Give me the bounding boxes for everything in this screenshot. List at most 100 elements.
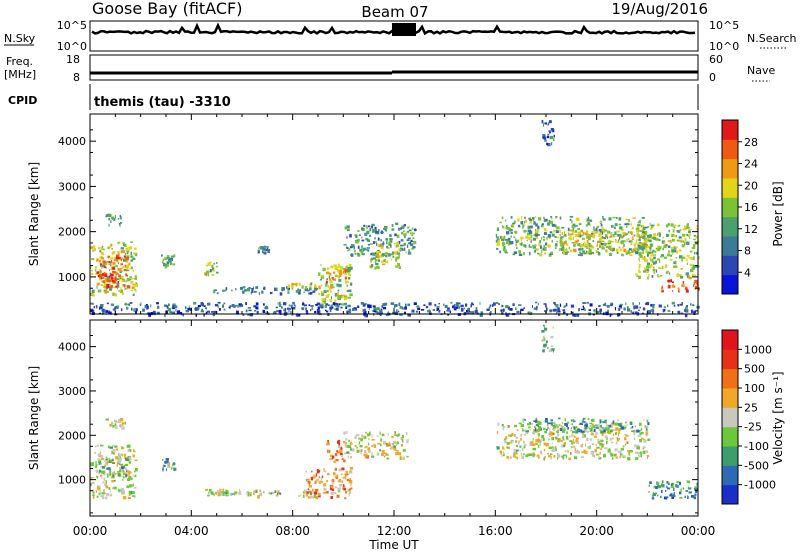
heatmap-cell <box>392 255 395 258</box>
heatmap-cell <box>686 241 690 245</box>
heatmap-cell <box>350 447 352 451</box>
heatmap-cell <box>373 444 377 448</box>
heatmap-cell <box>447 313 450 316</box>
heatmap-cell <box>543 335 545 338</box>
heatmap-cell <box>127 285 131 289</box>
heatmap-cell <box>162 258 165 262</box>
heatmap-cell <box>106 214 108 217</box>
heatmap-cell <box>639 302 641 305</box>
heatmap-cell <box>541 237 543 240</box>
heatmap-cell <box>633 432 636 436</box>
heatmap-cell <box>110 243 113 247</box>
heatmap-cell <box>693 284 695 287</box>
heatmap-cell <box>589 223 591 227</box>
heatmap-cell <box>219 492 223 495</box>
heatmap-cell <box>605 424 609 428</box>
velocity-xlabel: Time UT <box>368 538 419 552</box>
heatmap-cell <box>165 468 167 472</box>
heatmap-cell <box>641 243 644 247</box>
heatmap-cell <box>656 481 660 485</box>
heatmap-cell <box>548 446 552 450</box>
heatmap-cell <box>528 453 532 456</box>
heatmap-cell <box>348 308 352 312</box>
heatmap-cell <box>575 430 578 434</box>
heatmap-cell <box>115 285 118 288</box>
heatmap-cell <box>168 303 170 306</box>
heatmap-cell <box>566 313 569 316</box>
heatmap-cell <box>643 237 647 241</box>
heatmap-cell <box>168 258 172 262</box>
heatmap-cell <box>571 311 574 314</box>
heatmap-cell <box>385 254 388 258</box>
heatmap-cell <box>515 243 517 247</box>
heatmap-cell <box>376 230 380 235</box>
heatmap-cell <box>346 284 348 287</box>
heatmap-cell <box>374 308 377 311</box>
heatmap-cell <box>614 223 618 227</box>
heatmap-cell <box>179 312 183 314</box>
heatmap-cell <box>357 229 360 232</box>
heatmap-cell <box>598 457 602 460</box>
heatmap-cell <box>563 428 566 432</box>
heatmap-cell <box>602 303 605 306</box>
heatmap-cell <box>107 213 111 217</box>
heatmap-cell <box>339 449 343 453</box>
heatmap-cell <box>335 486 338 489</box>
heatmap-cell <box>678 236 682 239</box>
heatmap-cell <box>515 307 517 310</box>
heatmap-cell <box>578 222 580 226</box>
heatmap-cell <box>690 257 694 260</box>
heatmap-cell <box>129 276 131 278</box>
heatmap-cell <box>425 305 429 309</box>
heatmap-cell <box>503 453 505 457</box>
heatmap-cell <box>618 217 622 221</box>
heatmap-cell <box>96 495 99 498</box>
heatmap-cell <box>242 290 245 294</box>
heatmap-cell <box>569 218 572 221</box>
heatmap-cell <box>635 451 639 454</box>
heatmap-cell <box>670 493 673 497</box>
heatmap-cell <box>592 240 594 242</box>
heatmap-cell <box>123 255 126 258</box>
heatmap-cell <box>115 265 118 268</box>
heatmap-cell <box>245 302 247 306</box>
heatmap-cell <box>535 439 539 443</box>
heatmap-cell <box>545 304 547 308</box>
heatmap-cell <box>578 423 581 426</box>
heatmap-cell <box>586 247 589 249</box>
heatmap-cell <box>501 424 504 427</box>
heatmap-cell <box>346 478 349 482</box>
heatmap-cell <box>284 309 287 312</box>
heatmap-cell <box>552 234 555 237</box>
heatmap-cell <box>125 260 128 263</box>
heatmap-cell <box>231 304 235 308</box>
heatmap-cell <box>347 281 350 284</box>
heatmap-cell <box>515 444 519 447</box>
heatmap-cell <box>108 283 111 286</box>
heatmap-cell <box>120 308 123 312</box>
heatmap-cell <box>561 455 565 458</box>
heatmap-cell <box>325 289 329 293</box>
heatmap-cell <box>392 443 394 446</box>
heatmap-cell <box>652 491 654 495</box>
heatmap-cell <box>680 268 683 270</box>
heatmap-cell <box>118 457 122 461</box>
heatmap-cell <box>119 467 122 470</box>
heatmap-cell <box>613 453 616 457</box>
heatmap-cell <box>378 243 380 248</box>
heatmap-cell <box>633 249 636 252</box>
heatmap-cell <box>603 429 606 433</box>
heatmap-cell <box>643 242 647 245</box>
heatmap-cell <box>275 494 279 497</box>
heatmap-cell <box>95 469 98 472</box>
heatmap-cell <box>606 440 608 445</box>
heatmap-cell <box>217 301 221 304</box>
heatmap-cell <box>644 239 648 243</box>
heatmap-cell <box>630 427 633 430</box>
heatmap-cell <box>505 313 509 316</box>
heatmap-cell <box>529 220 532 224</box>
heatmap-cell <box>118 453 120 456</box>
heatmap-cell <box>460 309 464 312</box>
heatmap-cell <box>408 242 410 245</box>
heatmap-cell <box>123 492 125 495</box>
